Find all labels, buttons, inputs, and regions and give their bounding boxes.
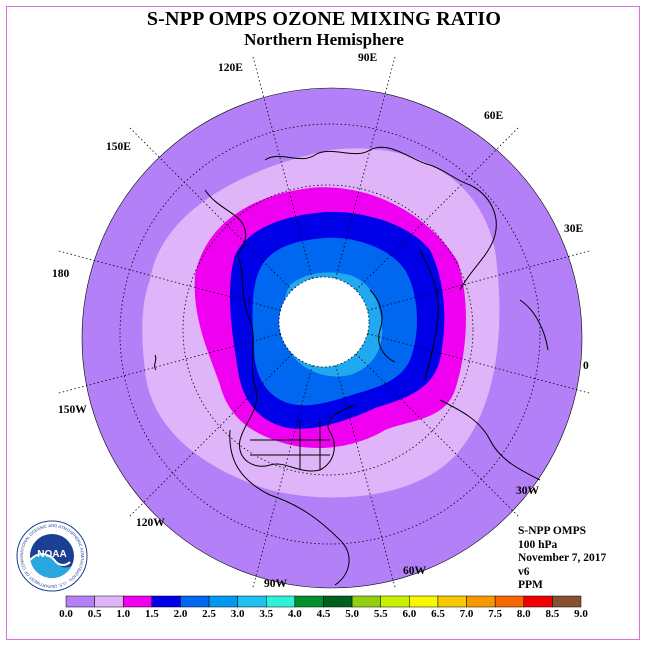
lon-label-90w: 90W	[264, 578, 287, 590]
lon-label-150e: 150E	[106, 141, 131, 153]
colorbar-swatch	[266, 595, 296, 608]
no-data-polar-cap	[279, 277, 369, 367]
coastlines	[154, 146, 549, 586]
colorbar-tick-label: 4.0	[288, 608, 302, 620]
colorbar-tick-label: 2.0	[173, 608, 188, 620]
colorbar-swatch	[208, 595, 238, 608]
colorbar-tick-label: 7.0	[459, 608, 474, 620]
colorbar-swatch	[437, 595, 467, 608]
colorbar-swatch	[409, 595, 439, 608]
colorbar-swatch	[466, 595, 496, 608]
lon-label-0: 0	[583, 360, 589, 372]
info-version: v6	[518, 565, 530, 578]
colorbar-tick-label: 4.5	[316, 608, 331, 620]
noaa-logo-text: NOAA	[37, 549, 66, 560]
map-subtitle: Northern Hemisphere	[244, 30, 404, 49]
info-units: PPM	[518, 579, 543, 591]
colorbar-tick-label: 1.5	[144, 608, 159, 620]
colorbar-swatch	[380, 595, 410, 608]
colorbar-swatch	[351, 595, 381, 608]
info-block: S-NPP OMPS 100 hPa November 7, 2017 v6 P…	[518, 525, 606, 593]
lon-label-150w: 150W	[58, 404, 87, 416]
lon-label-30w: 30W	[516, 485, 539, 497]
lon-label-120e: 120E	[218, 62, 243, 74]
map-title: S-NPP OMPS OZONE MIXING RATIO	[146, 8, 502, 30]
colorbar-tick-label: 5.0	[345, 608, 359, 620]
colorbar-tick-label: 8.0	[516, 608, 531, 620]
graticule	[119, 123, 541, 545]
figure-frame	[6, 6, 640, 640]
colorbar-swatch	[122, 595, 153, 608]
colorbar-tick-label: 9.0	[574, 608, 588, 620]
colorbar-tick-label: 6.5	[431, 608, 445, 620]
colorbar-tick-label: 0.5	[87, 608, 102, 620]
info-date: November 7, 2017	[518, 552, 607, 564]
colorbar-tick-label: 2.5	[202, 608, 216, 620]
lon-label-120w: 120W	[136, 517, 165, 529]
info-level: 100 hPa	[518, 538, 558, 551]
colorbar-tick-label: 1.0	[116, 608, 131, 620]
colorbar-tick-label: 8.5	[545, 608, 560, 620]
colorbar-swatch	[294, 595, 324, 608]
colorbar-swatch	[523, 595, 553, 608]
colorbar-swatch	[494, 595, 525, 608]
noaa-logo-icon: NOAA NATIONAL OCEANIC AND ATMOSPHERIC AD…	[16, 520, 88, 592]
colorbar-swatch	[94, 595, 124, 608]
colorbar-tick-label: 5.5	[373, 608, 388, 620]
colorbar-swatch	[180, 595, 210, 608]
colorbar-tick-label: 7.5	[488, 608, 503, 620]
colorbar-tick-label: 6.0	[402, 608, 417, 620]
colorbar-tick-label: 3.0	[230, 608, 245, 620]
lon-label-180: 180	[52, 268, 70, 280]
lon-label-60e: 60E	[484, 110, 504, 122]
colorbar-swatch	[552, 595, 582, 608]
lon-label-60w: 60W	[403, 565, 426, 577]
lon-label-30e: 30E	[564, 223, 584, 235]
colorbar-swatch	[65, 595, 95, 608]
colorbar-swatch	[237, 595, 267, 608]
map-border	[81, 87, 583, 589]
colorbar	[65, 595, 582, 608]
colorbar-tick-label: 0.0	[59, 608, 73, 620]
lon-label-90e: 90E	[358, 52, 378, 64]
colorbar-swatch	[323, 595, 353, 608]
colorbar-swatch	[151, 595, 181, 608]
info-instrument: S-NPP OMPS	[518, 525, 587, 537]
colorbar-tick-label: 3.5	[259, 608, 274, 620]
